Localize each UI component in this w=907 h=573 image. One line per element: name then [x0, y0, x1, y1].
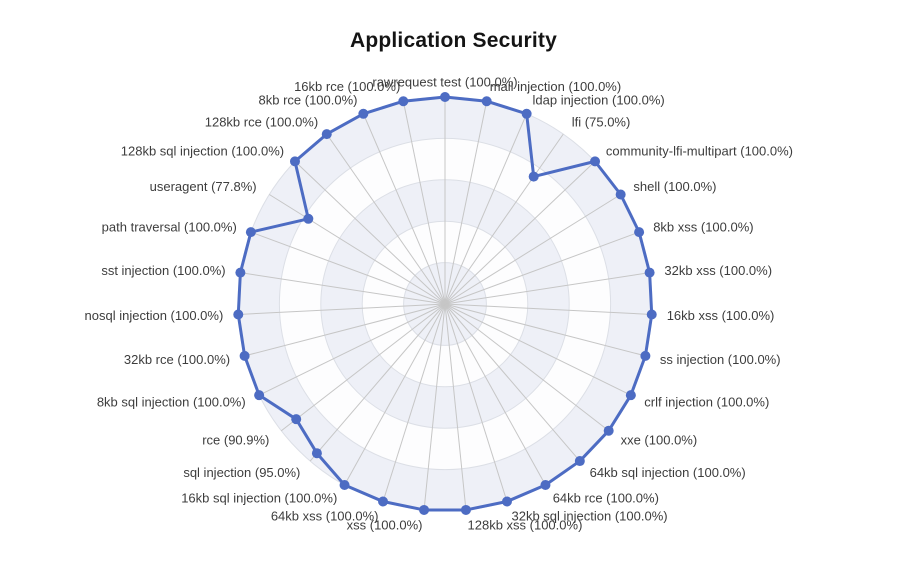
axis-spoke [238, 303, 446, 315]
axis-spoke [444, 303, 467, 510]
axis-label-xss: xss (100.0%) [347, 517, 423, 532]
axis-label-useragent: useragent (77.8%) [150, 179, 257, 194]
axis-spoke [444, 303, 508, 502]
axis-label-128kb-xss: 128kb xss (100.0%) [468, 517, 583, 532]
axis-spoke [402, 101, 446, 305]
data-point-sst-injection [235, 267, 246, 278]
data-point-useragent [303, 213, 314, 224]
data-point-16kb-rce [398, 96, 409, 107]
data-point-ss-injection [640, 350, 651, 361]
axis-spoke [444, 303, 609, 432]
axis-label-community-lfi-multipart: community-lfi-multipart (100.0%) [606, 144, 793, 159]
data-point-8kb-sql-injection [254, 390, 265, 401]
axis-label-nosql-injection: nosql injection (100.0%) [85, 308, 224, 323]
axis-label-32kb-rce: 32kb rce (100.0%) [124, 352, 230, 367]
axis-spoke [444, 303, 546, 486]
axis-spoke [444, 161, 596, 305]
axis-spoke [444, 303, 581, 462]
data-point-ldap-injection [521, 108, 532, 119]
axis-label-sst-injection: sst injection (100.0%) [101, 263, 225, 278]
data-point-128kb-rce [321, 129, 332, 140]
data-point-rawrequest-test [440, 92, 450, 102]
data-point-mail-injection [481, 96, 492, 107]
data-point-128kb-xss [460, 504, 471, 515]
data-point-8kb-rce [358, 108, 369, 119]
axis-label-sql-injection: sql injection (95.0%) [183, 465, 300, 480]
data-point-128kb-sql-injection [289, 156, 300, 167]
axis-spoke [444, 113, 528, 305]
data-point-xxe [603, 425, 614, 436]
radar-axis-labels: rawrequest test (100.0%)mail injection (… [85, 75, 793, 533]
axis-label-8kb-sql-injection: 8kb sql injection (100.0%) [97, 394, 246, 409]
axis-label-ldap-injection: ldap injection (100.0%) [533, 93, 665, 108]
axis-spoke [444, 101, 488, 305]
axis-spoke [444, 194, 621, 305]
axis-label-128kb-sql-injection: 128kb sql injection (100.0%) [121, 144, 284, 159]
data-point-32kb-rce [239, 350, 250, 361]
axis-label-rawrequest-test: rawrequest test (100.0%) [372, 75, 517, 90]
axis-spoke [444, 303, 646, 357]
data-point-32kb-xss [644, 267, 655, 278]
data-point-crlf-injection [625, 390, 636, 401]
data-point-shell [615, 189, 626, 200]
data-point-64kb-sql-injection [574, 456, 585, 467]
axis-label-path-traversal: path traversal (100.0%) [102, 219, 237, 234]
axis-spoke [444, 231, 640, 305]
series-line [236, 95, 654, 512]
axis-spoke [362, 113, 446, 305]
axis-label-lfi: lfi (75.0%) [572, 114, 631, 129]
axis-label-32kb-xss: 32kb xss (100.0%) [664, 263, 772, 278]
radar-series [233, 92, 657, 515]
data-point-path-traversal [245, 227, 256, 238]
data-point-32kb-sql-injection [501, 496, 512, 507]
data-point-rce [291, 414, 302, 425]
axis-spoke [281, 303, 446, 432]
axis-label-ss-injection: ss injection (100.0%) [660, 352, 781, 367]
data-point-16kb-sql-injection [339, 479, 350, 490]
axis-label-16kb-sql-injection: 16kb sql injection (100.0%) [181, 491, 337, 506]
chart-title: Application Security [349, 29, 558, 52]
data-point-nosql-injection [233, 309, 244, 320]
axis-spoke [444, 133, 564, 305]
axis-spoke [240, 272, 446, 305]
axis-label-64kb-sql-injection: 64kb sql injection (100.0%) [590, 465, 746, 480]
axis-spoke [423, 303, 446, 510]
data-point-community-lfi-multipart [590, 156, 601, 167]
axis-spoke [309, 303, 446, 462]
data-point-16kb-xss [646, 309, 657, 320]
data-point-64kb-xss [378, 496, 389, 507]
axis-label-64kb-rce: 64kb rce (100.0%) [553, 491, 659, 506]
radar-axis-spokes [238, 97, 652, 510]
axis-label-128kb-rce: 128kb rce (100.0%) [205, 114, 318, 129]
axis-label-16kb-rce: 16kb rce (100.0%) [294, 79, 400, 94]
axis-label-rce: rce (90.9%) [202, 432, 269, 447]
data-point-lfi [528, 171, 539, 182]
axis-spoke [294, 161, 446, 305]
axis-spoke [244, 303, 446, 357]
axis-spoke [326, 133, 446, 305]
axis-label-16kb-xss: 16kb xss (100.0%) [667, 308, 775, 323]
axis-spoke [258, 303, 446, 396]
axis-label-8kb-rce: 8kb rce (100.0%) [259, 93, 358, 108]
axis-label-crlf-injection: crlf injection (100.0%) [644, 394, 769, 409]
data-point-64kb-rce [540, 479, 551, 490]
data-point-xss [419, 504, 430, 515]
axis-spoke [444, 303, 632, 396]
axis-spoke [382, 303, 446, 502]
axis-label-shell: shell (100.0%) [633, 179, 716, 194]
axis-label-64kb-xss: 64kb xss (100.0%) [271, 508, 379, 523]
axis-spoke [250, 231, 446, 305]
axis-spoke [444, 272, 650, 305]
axis-label-mail-injection: mail injection (100.0%) [490, 79, 622, 94]
axis-spoke [269, 194, 446, 305]
axis-label-8kb-xss: 8kb xss (100.0%) [653, 219, 753, 234]
axis-spoke [344, 303, 446, 486]
axis-label-32kb-sql-injection: 32kb sql injection (100.0%) [512, 508, 668, 523]
data-point-8kb-xss [634, 227, 645, 238]
data-point-sql-injection [311, 448, 322, 459]
axis-label-xxe: xxe (100.0%) [621, 432, 698, 447]
axis-spoke [444, 303, 652, 315]
